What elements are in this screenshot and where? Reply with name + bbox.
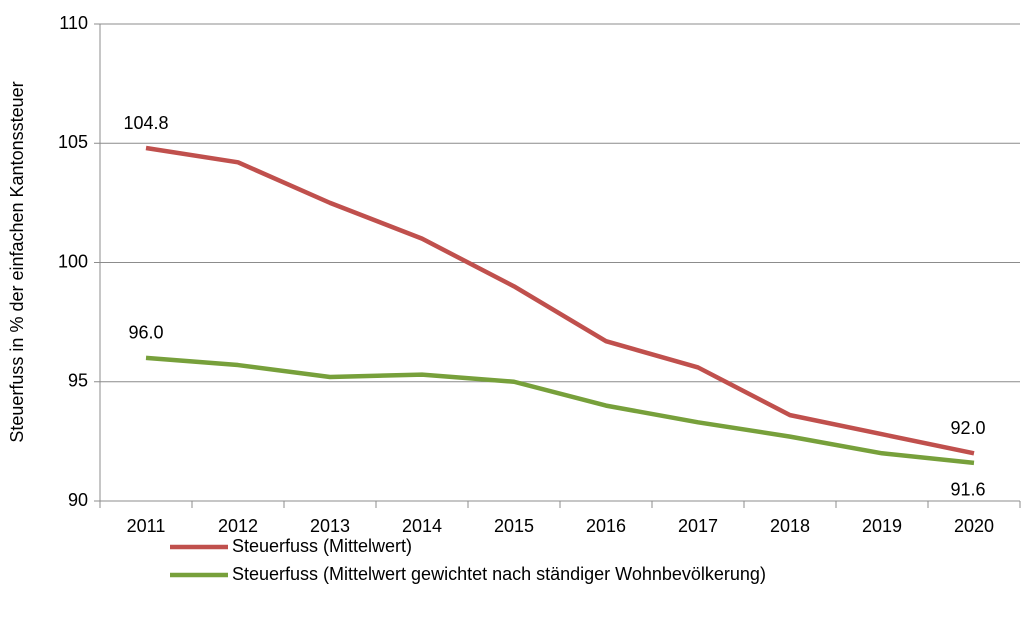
x-tick-label: 2012 (218, 516, 258, 536)
y-tick-label: 110 (59, 13, 88, 33)
legend-label: Steuerfuss (Mittelwert gewichtet nach st… (232, 564, 766, 584)
data-label: 92.0 (950, 418, 985, 438)
y-tick-label: 100 (58, 251, 88, 271)
x-tick-label: 2020 (954, 516, 994, 536)
x-tick-label: 2018 (770, 516, 810, 536)
x-tick-label: 2015 (494, 516, 534, 536)
x-tick-label: 2016 (586, 516, 626, 536)
x-tick-label: 2013 (310, 516, 350, 536)
x-tick-label: 2019 (862, 516, 902, 536)
x-tick-label: 2011 (127, 516, 166, 536)
data-label: 91.6 (950, 480, 985, 500)
legend-label: Steuerfuss (Mittelwert) (232, 536, 412, 556)
series-line (145, 355, 975, 466)
data-label: 96.0 (128, 323, 163, 343)
x-tick-label: 2014 (402, 516, 442, 536)
series-line (145, 145, 975, 456)
y-tick-label: 105 (58, 132, 88, 152)
x-tick-label: 2017 (678, 516, 718, 536)
y-tick-label: 95 (68, 371, 88, 391)
data-label: 104.8 (123, 113, 168, 133)
y-tick-label: 90 (68, 490, 88, 510)
y-axis-label: Steuerfuss in % der einfachen Kantonsste… (7, 81, 27, 442)
